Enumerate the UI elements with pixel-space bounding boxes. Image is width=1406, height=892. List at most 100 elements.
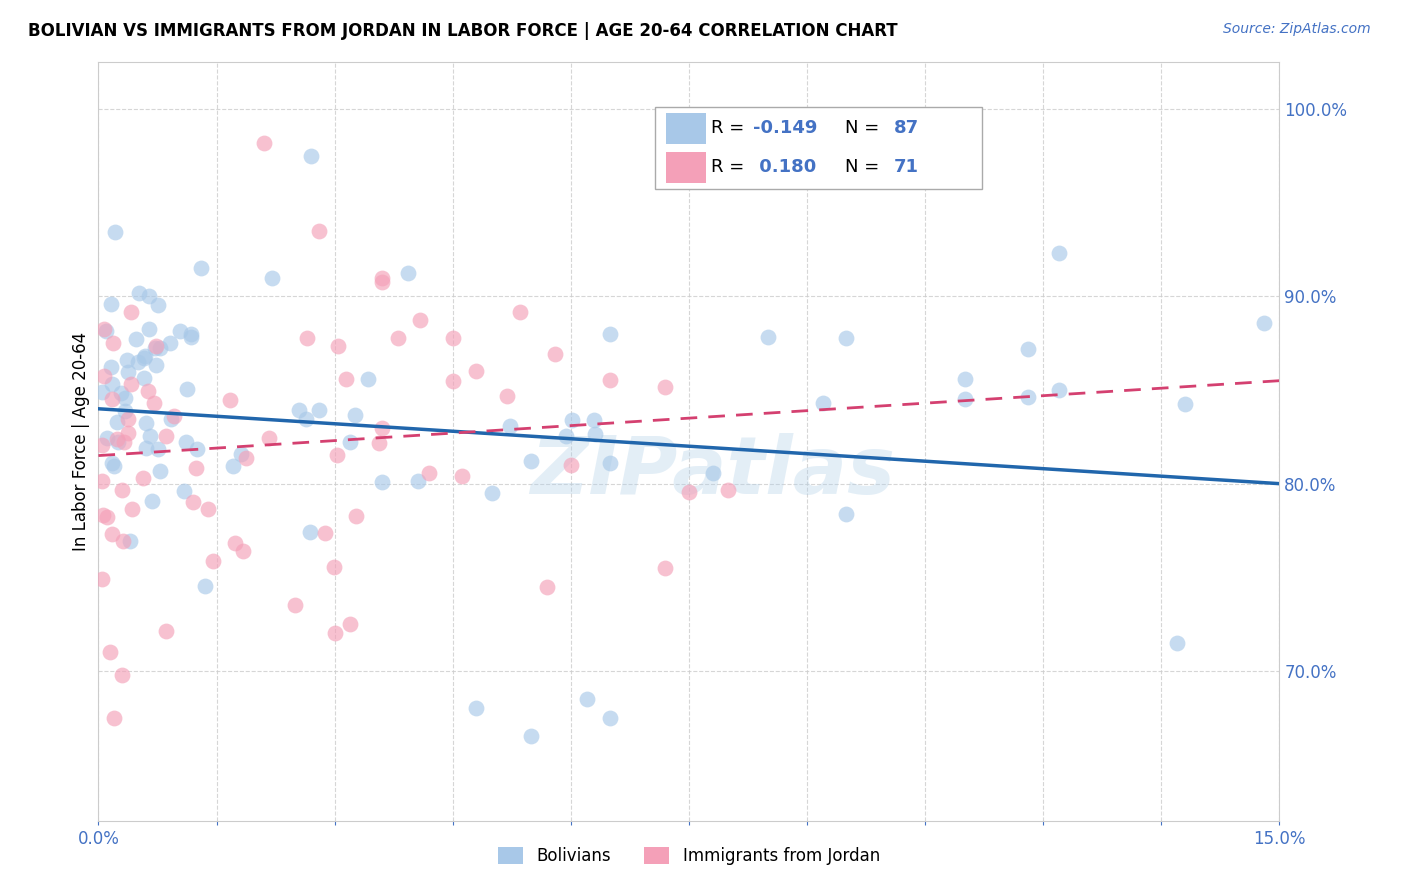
Point <box>1047 383 1070 397</box>
Point <box>121 501 143 516</box>
Point <box>91 385 114 400</box>
Point <box>120 377 142 392</box>
Point <box>105 432 128 446</box>
Point <box>396 266 419 280</box>
Point <box>717 483 740 498</box>
Point <box>159 335 181 350</box>
Point <box>111 483 134 497</box>
Point <box>654 380 676 394</box>
Point <box>186 461 208 475</box>
Point <box>149 464 172 478</box>
Point <box>222 459 245 474</box>
Point <box>186 442 208 457</box>
Point <box>173 483 195 498</box>
Point <box>159 411 181 425</box>
Point <box>441 331 464 345</box>
Point <box>409 313 432 327</box>
Point <box>371 275 394 289</box>
Point <box>418 466 440 480</box>
Point <box>356 372 378 386</box>
Point <box>134 349 156 363</box>
Point <box>94 324 117 338</box>
Point <box>103 459 125 474</box>
Point <box>575 692 598 706</box>
Point <box>235 450 257 465</box>
Point <box>91 474 114 488</box>
Point <box>128 286 150 301</box>
Point <box>1017 390 1039 404</box>
Point <box>125 332 148 346</box>
Point <box>326 448 349 462</box>
Point <box>115 353 138 368</box>
Point <box>406 474 429 488</box>
Point <box>323 560 346 574</box>
Point <box>100 527 122 541</box>
Point <box>229 447 252 461</box>
Point <box>132 471 155 485</box>
Point <box>756 329 779 343</box>
FancyBboxPatch shape <box>655 107 981 189</box>
Text: 71: 71 <box>894 158 920 177</box>
FancyBboxPatch shape <box>666 112 706 145</box>
Point <box>339 435 361 450</box>
Point <box>343 408 366 422</box>
Point <box>678 484 700 499</box>
Point <box>367 436 389 450</box>
Point <box>465 701 488 715</box>
Point <box>520 454 543 468</box>
Point <box>583 412 606 426</box>
Text: -0.149: -0.149 <box>754 120 818 137</box>
Point <box>257 431 280 445</box>
Point <box>260 270 283 285</box>
Point <box>371 475 394 490</box>
Point <box>339 617 361 632</box>
Point <box>811 396 834 410</box>
Point <box>112 534 135 549</box>
Point <box>112 434 135 449</box>
Point <box>149 341 172 355</box>
Point <box>835 331 858 345</box>
Point <box>180 327 202 342</box>
Point <box>465 364 488 378</box>
Point <box>176 382 198 396</box>
Point <box>560 458 582 473</box>
Point <box>1166 636 1188 650</box>
Point <box>155 624 177 638</box>
Point <box>139 429 162 443</box>
Point <box>155 428 177 442</box>
Point <box>96 510 118 524</box>
Point <box>294 412 316 426</box>
Point <box>118 533 141 548</box>
FancyBboxPatch shape <box>666 152 706 183</box>
Point <box>218 392 240 407</box>
Point <box>299 149 322 163</box>
Point <box>138 322 160 336</box>
Point <box>1047 246 1070 260</box>
Point <box>371 270 394 285</box>
Point <box>93 321 115 335</box>
Point <box>835 507 858 521</box>
Point <box>599 456 621 470</box>
Point <box>1017 342 1039 356</box>
Point <box>107 435 129 450</box>
Point <box>93 369 115 384</box>
Point <box>297 330 319 344</box>
Point <box>103 225 125 239</box>
Point <box>1174 396 1197 410</box>
Point <box>441 374 464 388</box>
Point <box>145 339 167 353</box>
Point <box>953 392 976 407</box>
Point <box>509 305 531 319</box>
Point <box>163 409 186 423</box>
Point <box>554 429 576 443</box>
Point <box>91 508 114 522</box>
Point <box>371 420 394 434</box>
Text: ZIPatlas: ZIPatlas <box>530 433 896 511</box>
Legend: Bolivians, Immigrants from Jordan: Bolivians, Immigrants from Jordan <box>498 847 880 865</box>
Point <box>284 599 307 613</box>
Point <box>654 561 676 575</box>
Point <box>194 579 217 593</box>
Point <box>599 373 621 387</box>
Point <box>111 667 134 681</box>
Point <box>201 554 224 568</box>
